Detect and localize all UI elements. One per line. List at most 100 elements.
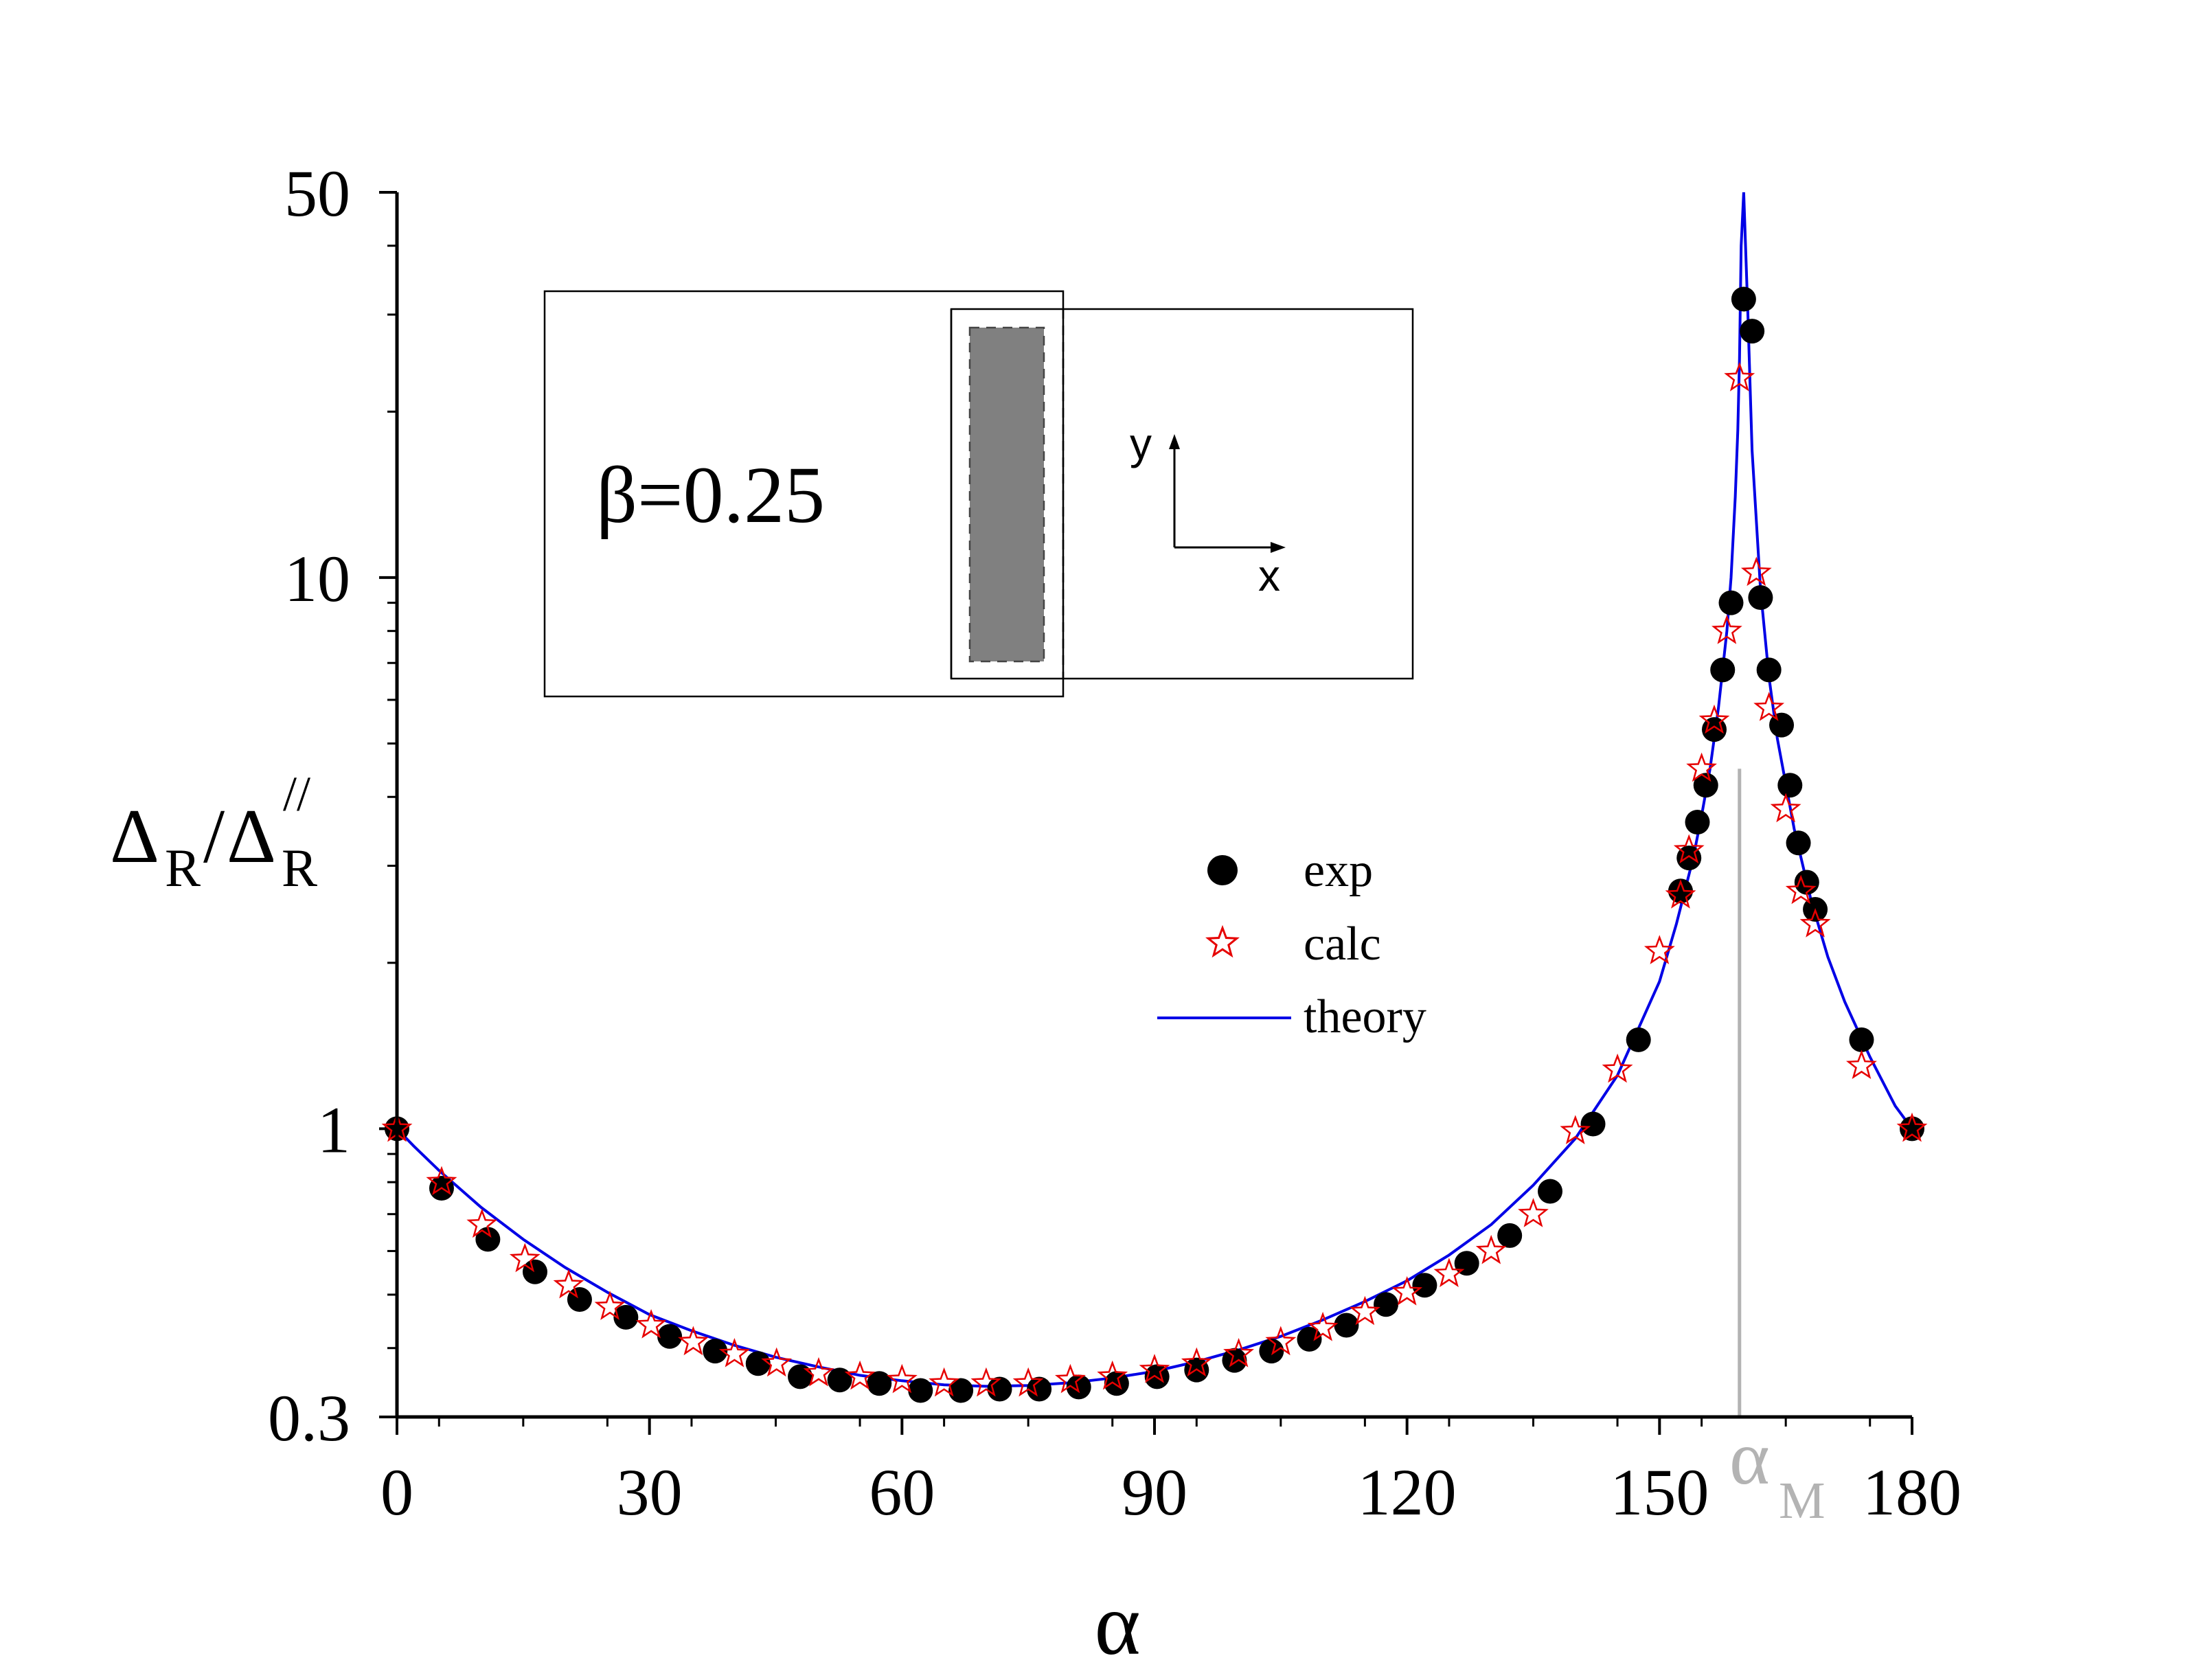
inset-y-label: y [1130,419,1152,468]
calc-point [1673,834,1705,864]
calc-point [803,1357,834,1387]
exp-point [1626,1027,1651,1052]
exp-point [1685,809,1710,835]
exp-point [1297,1326,1322,1352]
y-axis-title-sep: / [203,794,225,879]
calc-point [1181,1347,1212,1377]
calc-point [886,1363,918,1394]
y-tick-label: 0.3 [268,1381,350,1455]
calc-point [1845,1049,1877,1079]
exp-point [1538,1179,1563,1204]
exp-point [1777,773,1803,798]
calc-point [1740,556,1772,587]
calc-point [1265,1326,1297,1356]
x-axis-title: α [1094,1576,1140,1673]
calc-point [678,1326,709,1356]
exp-point [1740,319,1765,344]
alpha-m-label-main: α [1729,1416,1770,1501]
calc-point [594,1291,626,1320]
calc-point [1665,879,1696,909]
exp-point [867,1371,892,1396]
y-axis-title: Δ R / Δ R // [110,767,317,898]
exp-point [1718,590,1744,615]
legend: exp calc theory [1157,844,1426,1043]
legend-exp-marker [1207,855,1238,885]
inset-x-arrow [1271,542,1286,553]
x-tick-label: 90 [1122,1455,1187,1529]
calc-point [1785,874,1817,905]
x-tick-label: 150 [1610,1455,1709,1529]
exp-point [788,1364,813,1389]
calc-point [970,1367,1002,1397]
alpha-m-label: α M [1729,1416,1826,1530]
exp-point [1748,584,1773,610]
legend-calc-marker [1205,924,1240,958]
calc-point [466,1208,498,1238]
y-tick-label: 50 [284,157,350,230]
calc-point [1686,752,1717,782]
y-axis-title-sub-2: R [282,838,317,898]
exp-point [1731,286,1756,312]
inset-axes: x y [1130,419,1286,600]
exp-point [948,1378,974,1403]
exp-point [703,1339,728,1364]
calc-point [1518,1198,1549,1227]
calc-point [1097,1360,1128,1390]
alpha-m-label-sub: M [1779,1472,1826,1530]
exp-point [475,1227,501,1252]
exp-point [657,1324,683,1349]
exp-point [522,1259,547,1284]
calc-point [1350,1295,1380,1326]
calc-point [1896,1112,1928,1142]
calc-point [929,1367,959,1397]
exp-point [1222,1348,1247,1373]
inset-shaded-region [968,326,1045,663]
y-axis-title-sub-1: R [165,838,201,898]
calc-point [1753,692,1785,721]
exp-point [567,1287,592,1313]
exp-point [1756,657,1782,683]
calc-point [1475,1234,1507,1264]
x-tick-label: 0 [380,1455,413,1529]
exp-point [1412,1273,1437,1298]
exp-point [1104,1371,1129,1396]
calc-point [1711,615,1742,644]
calc-point [426,1166,457,1196]
legend-calc-label: calc [1304,918,1381,970]
exp-points-layer [385,286,1924,1403]
calc-point [1799,908,1831,938]
exp-point [1497,1223,1523,1248]
y-axis-title-main-1: Δ [110,794,159,879]
calc-point [1223,1338,1255,1367]
exp-point [613,1304,639,1330]
calc-point [1698,704,1730,734]
calc-point [509,1242,541,1273]
calc-point [1560,1115,1591,1144]
inset-diagram: β=0.25 x y [543,290,1414,698]
legend-exp-label: exp [1304,844,1373,897]
y-axis-title-sup: // [283,767,310,821]
y-tick-label: 1 [317,1093,350,1166]
x-tick-label: 30 [617,1455,683,1529]
calc-point [1770,793,1801,823]
inset-y-arrow [1169,434,1180,449]
exp-point [1066,1374,1091,1400]
exp-point [1334,1313,1359,1338]
y-tick-labels: 0.3 1 10 50 [268,157,350,1455]
calc-point [1307,1311,1339,1341]
inset-x-label: x [1258,551,1280,600]
calc-point [1644,935,1675,964]
calc-point [761,1347,793,1377]
x-tick-label: 180 [1863,1455,1961,1529]
exp-point [1580,1111,1606,1137]
exp-point [1374,1292,1399,1317]
y-axis-title-main-2: Δ [227,794,276,879]
exp-point [745,1351,771,1376]
exp-point [827,1367,852,1393]
exp-point [987,1376,1012,1402]
calc-point [553,1269,584,1299]
exp-point [1710,657,1736,683]
exp-point [1849,1027,1874,1052]
calc-point [844,1360,876,1390]
